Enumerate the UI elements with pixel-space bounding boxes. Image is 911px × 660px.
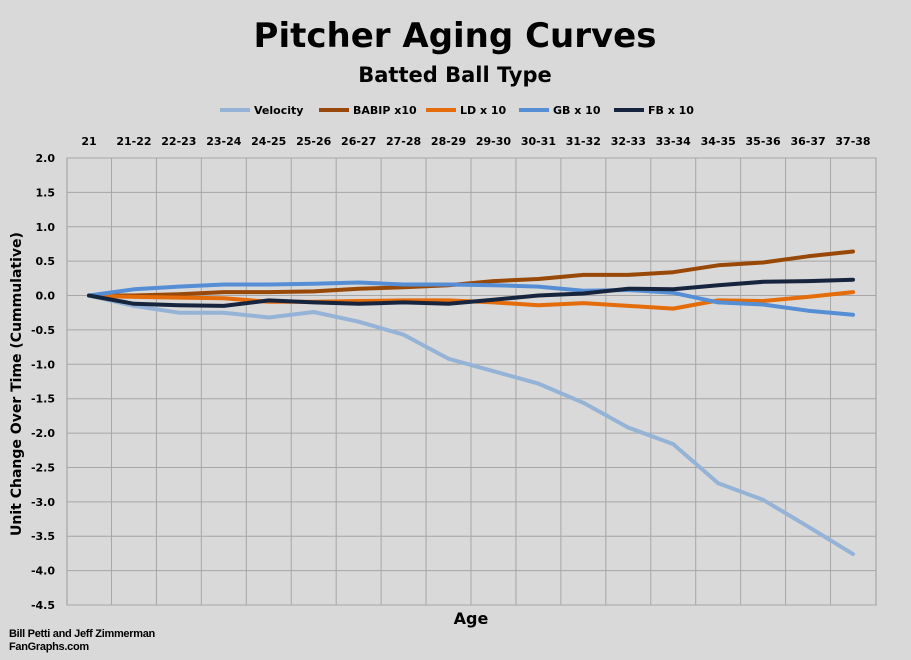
y-tick-label: -2.5 xyxy=(31,461,55,474)
series-line-gb-x-10 xyxy=(87,280,855,317)
legend-label: LD x 10 xyxy=(460,104,507,117)
x-tick-label: 34-35 xyxy=(701,135,736,148)
x-tick-label: 21-22 xyxy=(116,135,151,148)
chart-subtitle: Batted Ball Type xyxy=(358,63,552,87)
x-tick-label: 24-25 xyxy=(251,135,286,148)
plot-area: 2.0 1.5 1.0 0.5 0.0 -0.5 -1.0 -1.5 -2.0 -2.5 -3.0 -… xyxy=(31,135,877,612)
credits-authors: Bill Petti and Jeff Zimmerman xyxy=(9,628,155,640)
legend-label: GB x 10 xyxy=(553,104,601,117)
x-tick-label: 29-30 xyxy=(476,135,512,148)
y-tick-label: -0.5 xyxy=(31,324,55,337)
x-tick-label: 36-37 xyxy=(790,135,825,148)
y-tick-label: 0.5 xyxy=(36,255,56,268)
x-tick-label: 25-26 xyxy=(296,135,332,148)
y-tick-label: -3.0 xyxy=(31,496,55,509)
x-tick-label: 37-38 xyxy=(835,135,870,148)
x-tick-label: 23-24 xyxy=(206,135,242,148)
legend-label: Velocity xyxy=(254,104,303,117)
y-tick-label: 1.5 xyxy=(36,186,56,199)
series-line-velocity xyxy=(87,293,855,557)
y-tick-label: 0.0 xyxy=(36,290,56,303)
credits: Bill Petti and Jeff Zimmerman FanGraphs.… xyxy=(9,628,155,654)
y-axis-title: Unit Change Over Time (Cummulative) xyxy=(9,232,25,536)
y-tick-label: -4.5 xyxy=(31,599,55,612)
x-tick-label: 21 xyxy=(81,135,96,148)
x-tick-label: 31-32 xyxy=(566,135,601,148)
y-tick-label: -4.0 xyxy=(31,565,55,578)
x-tick-label: 32-33 xyxy=(611,135,646,148)
x-tick-label: 33-34 xyxy=(656,135,692,148)
x-tick-label: 35-36 xyxy=(746,135,782,148)
legend-label: BABIP x10 xyxy=(353,104,417,117)
y-tick-label: -1.5 xyxy=(31,393,55,406)
chart-title: Pitcher Aging Curves xyxy=(254,16,657,56)
x-tick-label: 30-31 xyxy=(521,135,556,148)
y-tick-label: -2.0 xyxy=(31,427,55,440)
legend: Velocity BABIP x10 LD x 10 GB x 10 FB x 10 xyxy=(220,104,694,117)
x-tick-label: 26-27 xyxy=(341,135,376,148)
legend-label: FB x 10 xyxy=(648,104,694,117)
y-tick-label: 1.0 xyxy=(36,221,56,234)
credits-site: FanGraphs.com xyxy=(9,641,89,653)
x-tick-label: 28-29 xyxy=(431,135,466,148)
x-tick-label: 22-23 xyxy=(161,135,196,148)
y-tick-label: 2.0 xyxy=(36,152,56,165)
series-line-fb-x-10 xyxy=(87,277,855,308)
y-tick-label: -1.0 xyxy=(31,358,55,371)
x-axis-title: Age xyxy=(454,609,489,628)
y-tick-label: -3.5 xyxy=(31,530,55,543)
x-tick-label: 27-28 xyxy=(386,135,421,148)
